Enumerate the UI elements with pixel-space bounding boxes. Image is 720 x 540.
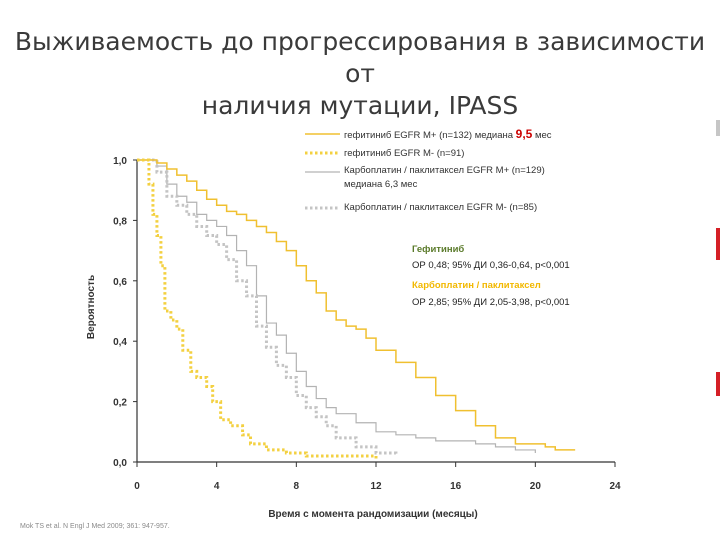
x-ticks: 0 4 8 12 16 20 24 — [134, 462, 621, 492]
edge-mark-red-upper — [716, 228, 720, 260]
y-tick-label: 1,0 — [113, 156, 127, 167]
survival-curves — [137, 158, 576, 459]
y-tick-label: 0,6 — [113, 277, 127, 288]
y-tick-label: 0,2 — [113, 398, 127, 409]
y-tick-label: 0,0 — [113, 458, 127, 469]
slide-title: Выживаемость до прогрессирования в завис… — [0, 26, 720, 122]
curve-carbo-mpos — [137, 159, 536, 453]
y-axis-label: Вероятность — [86, 275, 97, 339]
x-tick-label: 16 — [450, 481, 462, 492]
legend-label-carbo-mpos-median: медиана 6,3 мес — [344, 179, 418, 190]
annotation-carbo-stats: ОР 2,85; 95% ДИ 2,05-3,98, p<0,001 — [412, 297, 570, 308]
legend-label-gef-mpos: гефитиниб EGFR M+ (n=132) медиана 9,5 ме… — [344, 127, 552, 141]
annotation-carbo-header: Карбоплатин / паклитаксел — [412, 280, 541, 291]
curve-carbo-mneg — [137, 158, 398, 456]
axes: 0 4 8 12 16 20 24 0,0 0,2 0,4 0,6 0,8 1,0 — [113, 156, 621, 492]
edge-mark-red-lower — [716, 372, 720, 396]
x-tick-label: 8 — [294, 481, 300, 492]
annotation-gef-stats: ОР 0,48; 95% ДИ 0,36-0,64, p<0,001 — [412, 260, 570, 271]
title-line-2: наличия мутации, IPASS — [201, 91, 519, 120]
legend: гефитиниб EGFR M+ (n=132) медиана 9,5 ме… — [305, 127, 552, 213]
source-citation: Mok TS et al. N Engl J Med 2009; 361: 94… — [20, 523, 170, 530]
x-tick-label: 12 — [370, 481, 382, 492]
x-tick-label: 20 — [530, 481, 542, 492]
annotation-gef-header: Гефитиниб — [412, 244, 464, 255]
y-ticks: 0,0 0,2 0,4 0,6 0,8 1,0 — [113, 156, 137, 469]
edge-mark-gray — [716, 120, 720, 136]
x-tick-label: 4 — [214, 481, 220, 492]
annotations: Гефитиниб ОР 0,48; 95% ДИ 0,36-0,64, p<0… — [412, 244, 570, 308]
y-tick-label: 0,8 — [113, 216, 127, 227]
legend-label-carbo-mpos: Карбоплатин / паклитаксел EGFR M+ (n=129… — [344, 165, 545, 176]
curve-gef-mpos — [137, 159, 576, 451]
x-axis-label: Время с момента рандомизации (месяцы) — [268, 509, 477, 520]
curve-gef-mneg — [137, 158, 378, 459]
title-line-1: Выживаемость до прогрессирования в завис… — [14, 27, 706, 88]
y-tick-label: 0,4 — [113, 337, 127, 348]
x-tick-label: 24 — [609, 481, 621, 492]
x-tick-label: 0 — [134, 481, 140, 492]
legend-label-carbo-mneg: Карбоплатин / паклитаксел EGFR M- (n=85) — [344, 202, 537, 213]
legend-label-gef-mneg: гефитиниб EGFR M- (n=91) — [344, 148, 464, 159]
